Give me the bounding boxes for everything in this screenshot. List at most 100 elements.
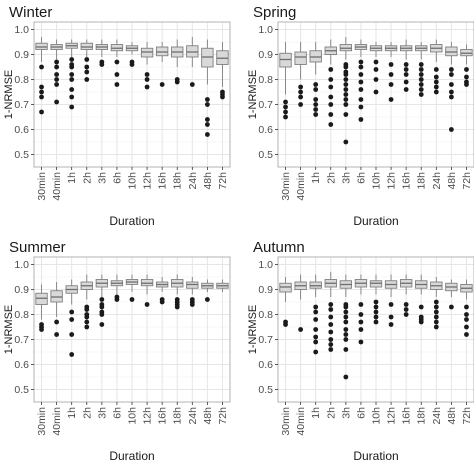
outlier-point [328, 337, 334, 342]
outlier-point [343, 97, 349, 102]
outlier-point [433, 67, 439, 72]
outlier-point [84, 57, 90, 62]
outlier-point [343, 314, 349, 320]
box-16h [399, 274, 413, 317]
outlier-point [418, 87, 424, 92]
outlier-point [343, 327, 349, 332]
box-2h [80, 39, 93, 82]
outlier-point [313, 87, 319, 92]
box-12h [140, 42, 154, 90]
x-tick-label: 12h [386, 172, 398, 190]
outlier-point [159, 299, 165, 305]
x-tick-label: 16h [157, 172, 169, 190]
outlier-point [298, 94, 304, 100]
x-tick-label: 48h [202, 407, 214, 425]
box-30min [35, 37, 48, 115]
outlier-point [114, 297, 120, 302]
outlier-point [283, 322, 288, 327]
box-12h [140, 274, 154, 307]
box-72h [216, 42, 229, 100]
box-1h [309, 42, 322, 117]
y-tick-label: 0.6 [258, 359, 273, 371]
outlier-point [403, 302, 409, 307]
x-tick-label: 3h [340, 407, 352, 419]
outlier-point [358, 319, 364, 325]
y-axis-label: 1-NRMSE [3, 70, 15, 120]
box-18h [171, 274, 184, 310]
y-tick-label: 0.7 [14, 99, 29, 111]
box-24h [430, 277, 443, 330]
box-10h [125, 274, 139, 302]
box-40min [50, 39, 63, 105]
y-tick-label: 0.6 [14, 124, 29, 136]
outlier-point [328, 314, 334, 320]
x-tick-label: 3h [340, 172, 352, 184]
y-tick-label: 1.0 [258, 259, 273, 271]
outlier-point [328, 329, 334, 335]
outlier-point [99, 304, 105, 310]
outlier-point [144, 77, 150, 82]
outlier-point [39, 64, 44, 70]
outlier-point [298, 89, 304, 95]
outlier-point [114, 72, 120, 77]
outlier-point [358, 339, 364, 345]
outlier-point [220, 94, 225, 100]
outlier-point [388, 322, 394, 327]
box-10h [125, 42, 139, 67]
outlier-point [54, 319, 60, 325]
outlier-point [204, 132, 210, 137]
outlier-point [69, 57, 75, 62]
outlier-point [343, 102, 349, 107]
outlier-point [403, 79, 409, 85]
box-48h [445, 42, 458, 132]
y-tick-label: 0.5 [258, 384, 273, 396]
box-18h [415, 274, 428, 325]
outlier-point [433, 89, 439, 95]
x-tick-label: 10h [371, 172, 383, 190]
outlier-point [358, 327, 364, 332]
x-tick-label: 48h [202, 172, 214, 190]
x-tick-label: 30min [280, 172, 292, 201]
x-tick-label: 1h [310, 172, 322, 184]
box-48h [201, 279, 214, 302]
x-tick-label: 72h [217, 172, 229, 190]
box-2h [324, 39, 337, 127]
outlier-point [99, 297, 105, 302]
box-24h [186, 277, 199, 307]
outlier-point [418, 319, 424, 325]
box-72h [216, 279, 229, 292]
outlier-point [343, 347, 349, 352]
x-tick-label: 30min [36, 172, 48, 201]
outlier-point [114, 59, 120, 65]
outlier-point [373, 309, 379, 315]
box-18h [415, 42, 428, 97]
outlier-point [433, 304, 439, 310]
box-40min [294, 42, 307, 107]
x-axis-label: Duration [109, 449, 154, 463]
x-tick-label: 48h [446, 172, 458, 190]
outlier-point [328, 302, 334, 307]
x-tick-label: 24h [431, 172, 443, 190]
x-tick-label: 10h [127, 172, 139, 190]
y-tick-label: 0.9 [14, 284, 29, 296]
outlier-point [343, 304, 349, 310]
outlier-point [448, 89, 454, 95]
outlier-point [84, 77, 90, 82]
box-6h [354, 39, 368, 122]
y-tick-label: 0.9 [14, 49, 29, 61]
outlier-point [129, 62, 135, 67]
box-24h [186, 37, 199, 87]
box-1h [309, 274, 322, 355]
outlier-point [328, 67, 334, 72]
x-tick-label: 1h [66, 172, 78, 184]
outlier-point [358, 79, 364, 85]
outlier-point [433, 74, 439, 80]
outlier-point [99, 62, 105, 67]
outlier-point [388, 302, 394, 307]
outlier-point [204, 97, 210, 102]
x-axis-label: Duration [353, 214, 398, 228]
outlier-point [403, 307, 409, 312]
outlier-point [84, 324, 90, 330]
outlier-point [464, 324, 469, 330]
outlier-point [448, 72, 454, 77]
